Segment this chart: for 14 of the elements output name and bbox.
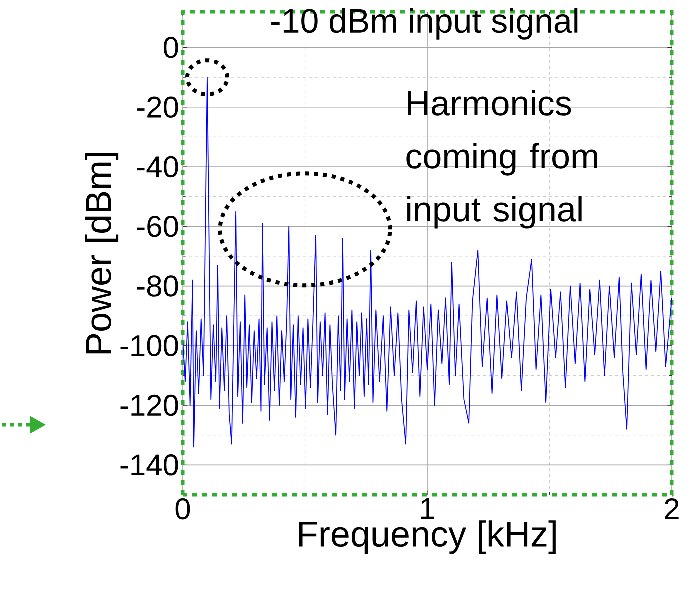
y-tick-label: -40 bbox=[137, 156, 178, 178]
x-axis-title: Frequency [kHz] bbox=[299, 520, 556, 554]
annotation: -10 dBm input signal bbox=[272, 8, 578, 40]
y-tick-label: -100 bbox=[120, 335, 178, 357]
y-tick-label: 0 bbox=[164, 37, 178, 58]
annotation: Harmonics coming from input signal bbox=[406, 90, 598, 229]
y-axis-title: Power [dBm] bbox=[85, 153, 119, 354]
y-tick-label: -20 bbox=[137, 96, 178, 118]
y-tick-label: -140 bbox=[120, 454, 178, 476]
y-tick-label: -120 bbox=[120, 394, 178, 416]
y-tick-label: -80 bbox=[137, 276, 178, 297]
y-tick-label: -60 bbox=[137, 216, 178, 238]
x-tick-label: 1 bbox=[421, 498, 434, 520]
x-tick-label: 2 bbox=[665, 498, 679, 520]
